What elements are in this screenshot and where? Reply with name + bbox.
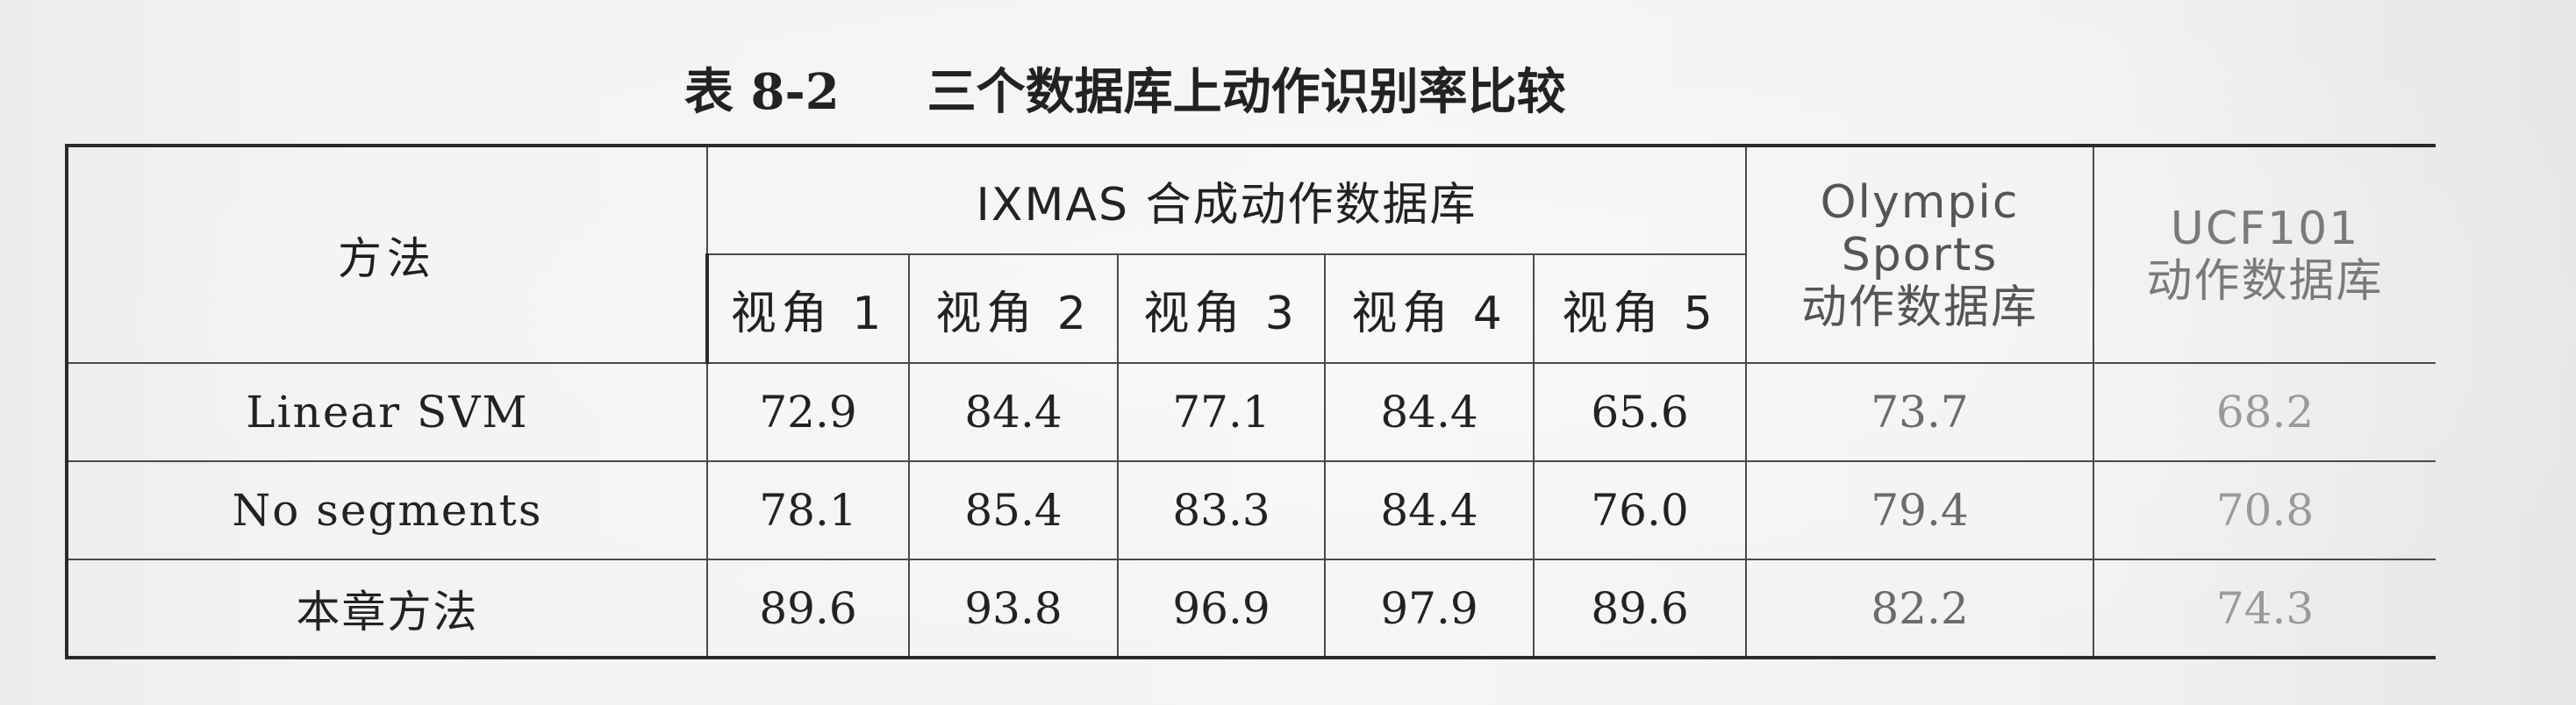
olympic-header-line-1: Olympic xyxy=(1820,175,2020,229)
table-cell: 72.9 xyxy=(706,362,910,462)
row-method-this-chapter: 本章方法 xyxy=(65,559,708,659)
ixmas-header: IXMAS 合成动作数据库 xyxy=(705,145,1748,255)
table-number: 表 8-2 xyxy=(684,62,840,121)
results-table: 方法 IXMAS 合成动作数据库 Olympic Sports 动作数据库 UC… xyxy=(65,144,2436,659)
table-cell: 89.6 xyxy=(706,559,910,659)
table-cell: 70.8 xyxy=(2093,460,2436,560)
table-cell: 84.4 xyxy=(1324,460,1535,560)
table-row: No segments 78.1 85.4 83.3 84.4 76.0 79.… xyxy=(65,460,2436,560)
table-cell: 84.4 xyxy=(908,362,1119,462)
table-cell: 68.2 xyxy=(2093,362,2436,462)
view-header-3: 视角 3 xyxy=(1117,253,1326,364)
view-header-2: 视角 2 xyxy=(908,253,1119,364)
table-caption: 表 8-2 三个数据库上动作识别率比较 xyxy=(684,44,1566,132)
table-title: 三个数据库上动作识别率比较 xyxy=(927,62,1566,121)
ucf-header-line-1: UCF101 xyxy=(2170,202,2360,255)
table-cell: 85.4 xyxy=(908,460,1119,560)
table-cell: 93.8 xyxy=(908,559,1119,659)
table-cell: 76.0 xyxy=(1532,460,1748,560)
header-row-2: 视角 1 视角 2 视角 3 视角 4 视角 5 xyxy=(67,253,2436,364)
olympic-header-line-3: 动作数据库 xyxy=(1801,281,2039,334)
table-cell: 77.1 xyxy=(1117,362,1326,462)
table-cell: 78.1 xyxy=(706,460,910,560)
table-cell: 82.2 xyxy=(1745,559,2095,659)
table-cell: 83.3 xyxy=(1117,460,1326,560)
ucf-header: UCF101 动作数据库 xyxy=(2093,145,2436,364)
view-header-5: 视角 5 xyxy=(1532,253,1747,364)
ucf-header-line-2: 动作数据库 xyxy=(2146,254,2384,308)
table-cell: 74.3 xyxy=(2093,559,2436,659)
header-row-1: 方法 IXMAS 合成动作数据库 Olympic Sports 动作数据库 UC… xyxy=(65,145,2436,364)
method-header: 方法 xyxy=(65,145,708,364)
row-method-no-segments: No segments xyxy=(65,460,708,560)
table-cell: 84.4 xyxy=(1324,362,1535,462)
view-header-4: 视角 4 xyxy=(1324,253,1535,364)
table-cell: 96.9 xyxy=(1117,559,1326,659)
table-cell: 97.9 xyxy=(1324,559,1535,659)
olympic-header: Olympic Sports 动作数据库 xyxy=(1745,145,2095,364)
row-method-linear-svm: Linear SVM xyxy=(65,362,708,462)
table-row: Linear SVM 72.9 84.4 77.1 84.4 65.6 73.7… xyxy=(65,362,2436,462)
table-cell: 73.7 xyxy=(1745,362,2095,462)
table-cell: 65.6 xyxy=(1532,362,1748,462)
table-cell: 79.4 xyxy=(1745,460,2095,560)
table-row: 本章方法 89.6 93.8 96.9 97.9 89.6 82.2 74.3 xyxy=(65,559,2436,659)
table-cell: 89.6 xyxy=(1532,559,1748,659)
olympic-header-line-2: Sports xyxy=(1841,228,1999,281)
view-header-1: 视角 1 xyxy=(705,253,910,364)
